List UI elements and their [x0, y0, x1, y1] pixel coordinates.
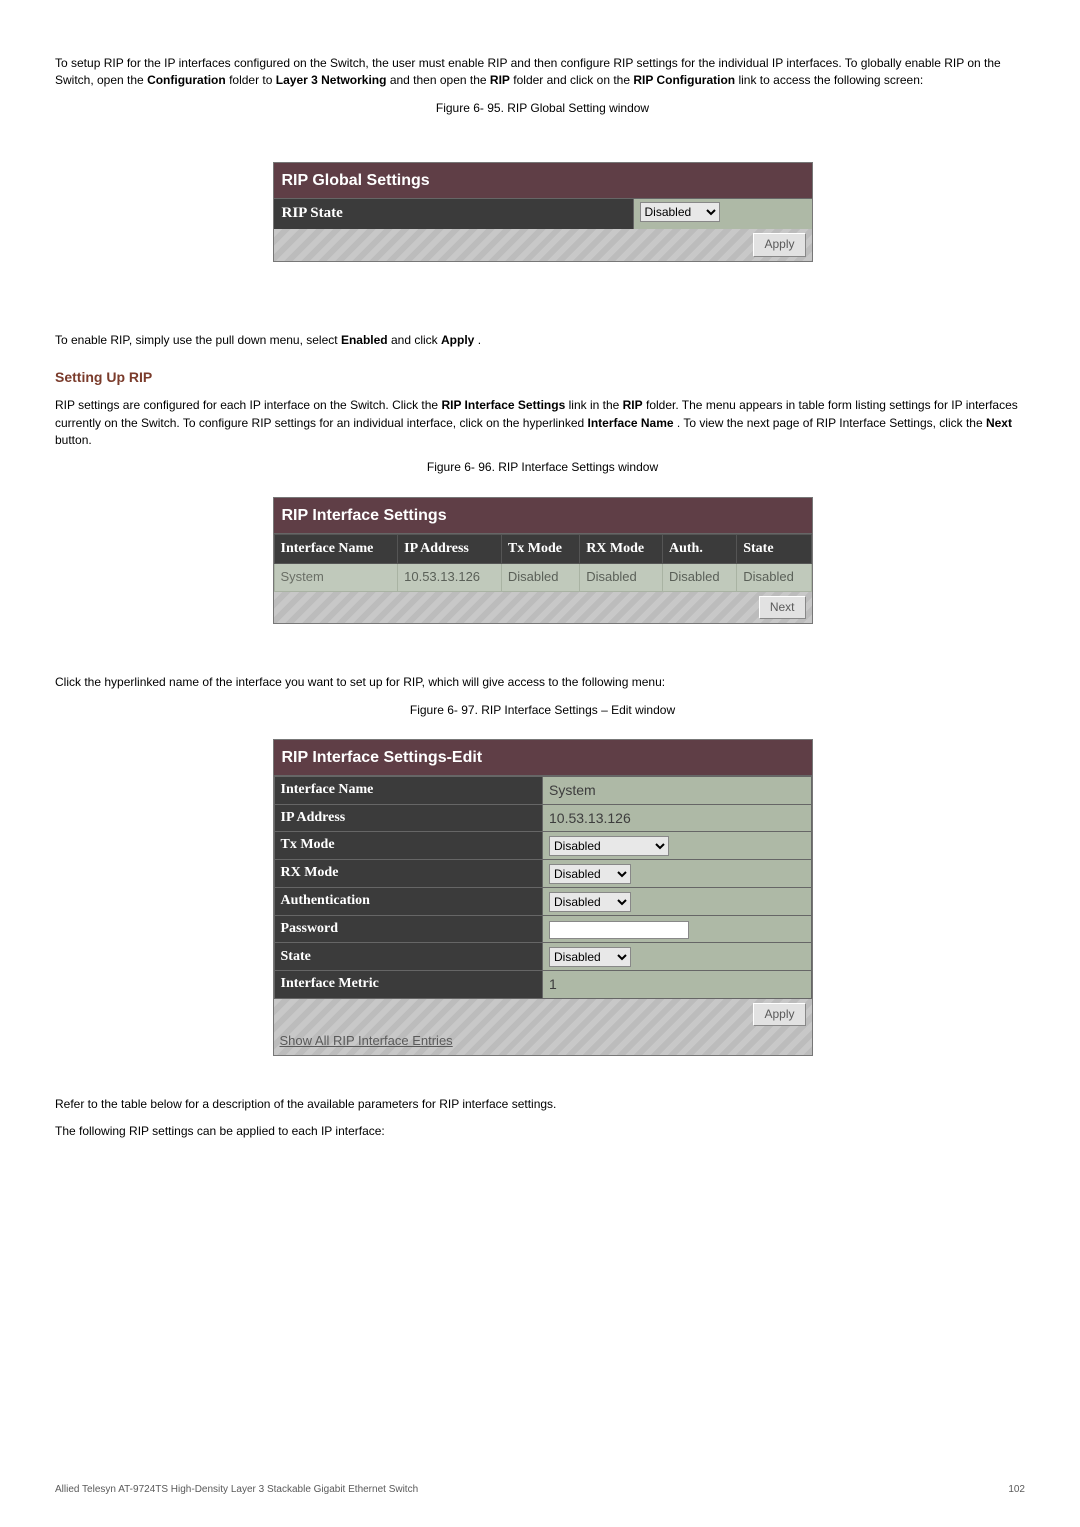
setting-text: . To view the next page of RIP Interface… — [677, 416, 986, 430]
cell-state: Disabled — [737, 564, 811, 592]
cell-rx: Disabled — [580, 564, 663, 592]
col-auth: Auth. — [662, 534, 736, 563]
setting-text: button. — [55, 433, 92, 447]
enable-text: and click — [391, 333, 441, 347]
setting-text: RIP settings are configured for each IP … — [55, 398, 441, 412]
rip-interface-edit-panel: RIP Interface Settings-Edit Interface Na… — [273, 739, 813, 1056]
enable-rip-text: To enable RIP, simply use the pull down … — [55, 332, 1030, 349]
setting-bold-rip: RIP — [623, 398, 643, 412]
setting-up-rip-paragraph: RIP settings are configured for each IP … — [55, 397, 1030, 449]
rip-global-settings-header: RIP Global Settings — [274, 163, 812, 199]
edit-rx-label: RX Mode — [274, 860, 543, 888]
edit-tx-label: Tx Mode — [274, 832, 543, 860]
cell-auth: Disabled — [662, 564, 736, 592]
footer-page-number: 102 — [1008, 1483, 1025, 1498]
setting-text: link in the — [569, 398, 623, 412]
next-button[interactable]: Next — [759, 596, 806, 619]
col-tx-mode: Tx Mode — [501, 534, 579, 563]
global-settings-footer: Apply — [274, 229, 812, 260]
edit-state-select[interactable]: Disabled — [549, 947, 631, 967]
cell-ip: 10.53.13.126 — [398, 564, 502, 592]
edit-auth-select[interactable]: Disabled — [549, 892, 631, 912]
enable-bold-apply: Apply — [441, 333, 474, 347]
enable-bold-enabled: Enabled — [341, 333, 388, 347]
edit-password-label: Password — [274, 916, 543, 943]
rip-interface-edit-header: RIP Interface Settings-Edit — [274, 740, 812, 776]
figure-caption-1: Figure 6- 95. RIP Global Setting window — [55, 100, 1030, 117]
col-state: State — [737, 534, 811, 563]
page-footer: Allied Telesyn AT-9724TS High-Density La… — [55, 1483, 1025, 1498]
footer-left: Allied Telesyn AT-9724TS High-Density La… — [55, 1483, 418, 1498]
setting-bold-ifname: Interface Name — [588, 416, 674, 430]
intro-text: folder to — [229, 73, 276, 87]
col-ip-address: IP Address — [398, 534, 502, 563]
enable-text: . — [478, 333, 481, 347]
apply-button[interactable]: Apply — [753, 233, 805, 256]
setting-bold-rip-if-settings: RIP Interface Settings — [441, 398, 565, 412]
rip-interface-settings-panel: RIP Interface Settings Interface Name IP… — [273, 497, 813, 625]
tail-text-1: Refer to the table below for a descripti… — [55, 1096, 1030, 1113]
rip-global-settings-panel: RIP Global Settings RIP State Disabled A… — [273, 162, 813, 261]
intro-paragraph: To setup RIP for the IP interfaces confi… — [55, 55, 1030, 90]
figure-caption-3: Figure 6- 97. RIP Interface Settings – E… — [55, 702, 1030, 719]
intro-text: and then open the — [390, 73, 490, 87]
interface-name-link[interactable]: System — [281, 569, 324, 584]
tail-text-2: The following RIP settings can be applie… — [55, 1123, 1030, 1140]
show-all-entries-link[interactable]: Show All RIP Interface Entries — [280, 1032, 453, 1051]
interface-settings-footer: Next — [274, 592, 812, 623]
edit-password-input[interactable] — [549, 921, 689, 939]
edit-ip-label: IP Address — [274, 804, 543, 831]
setting-up-rip-heading: Setting Up RIP — [55, 367, 1030, 387]
cell-tx: Disabled — [501, 564, 579, 592]
edit-tx-select[interactable]: Disabled — [549, 836, 669, 856]
edit-metric-label: Interface Metric — [274, 971, 543, 998]
rip-interface-table: Interface Name IP Address Tx Mode RX Mod… — [274, 534, 812, 592]
edit-ifname-label: Interface Name — [274, 777, 543, 804]
intro-bold-configuration: Configuration — [147, 73, 226, 87]
col-interface-name: Interface Name — [274, 534, 398, 563]
figure-caption-2: Figure 6- 96. RIP Interface Settings win… — [55, 459, 1030, 476]
edit-auth-label: Authentication — [274, 888, 543, 916]
table-row: System 10.53.13.126 Disabled Disabled Di… — [274, 564, 811, 592]
click-hyperlink-text: Click the hyperlinked name of the interf… — [55, 674, 1030, 691]
rip-state-value-cell: Disabled — [634, 199, 812, 229]
rip-interface-settings-header: RIP Interface Settings — [274, 498, 812, 534]
setting-bold-next: Next — [986, 416, 1012, 430]
col-rx-mode: RX Mode — [580, 534, 663, 563]
intro-bold-layer3: Layer 3 Networking — [276, 73, 387, 87]
rip-state-label: RIP State — [274, 199, 634, 229]
edit-apply-button[interactable]: Apply — [753, 1003, 805, 1026]
edit-state-label: State — [274, 943, 543, 971]
edit-footer: Apply Show All RIP Interface Entries — [274, 999, 812, 1055]
intro-text: link to access the following screen: — [738, 73, 923, 87]
table-header-row: Interface Name IP Address Tx Mode RX Mod… — [274, 534, 811, 563]
edit-ifname-value: System — [543, 777, 812, 804]
edit-metric-value: 1 — [543, 971, 812, 998]
intro-text: folder and click on the — [513, 73, 633, 87]
rip-state-select[interactable]: Disabled — [640, 202, 720, 222]
edit-ip-value: 10.53.13.126 — [543, 804, 812, 831]
rip-interface-edit-table: Interface Name System IP Address 10.53.1… — [274, 776, 812, 998]
edit-rx-select[interactable]: Disabled — [549, 864, 631, 884]
intro-bold-ripconfig: RIP Configuration — [633, 73, 735, 87]
enable-text: To enable RIP, simply use the pull down … — [55, 333, 341, 347]
intro-bold-rip: RIP — [490, 73, 510, 87]
